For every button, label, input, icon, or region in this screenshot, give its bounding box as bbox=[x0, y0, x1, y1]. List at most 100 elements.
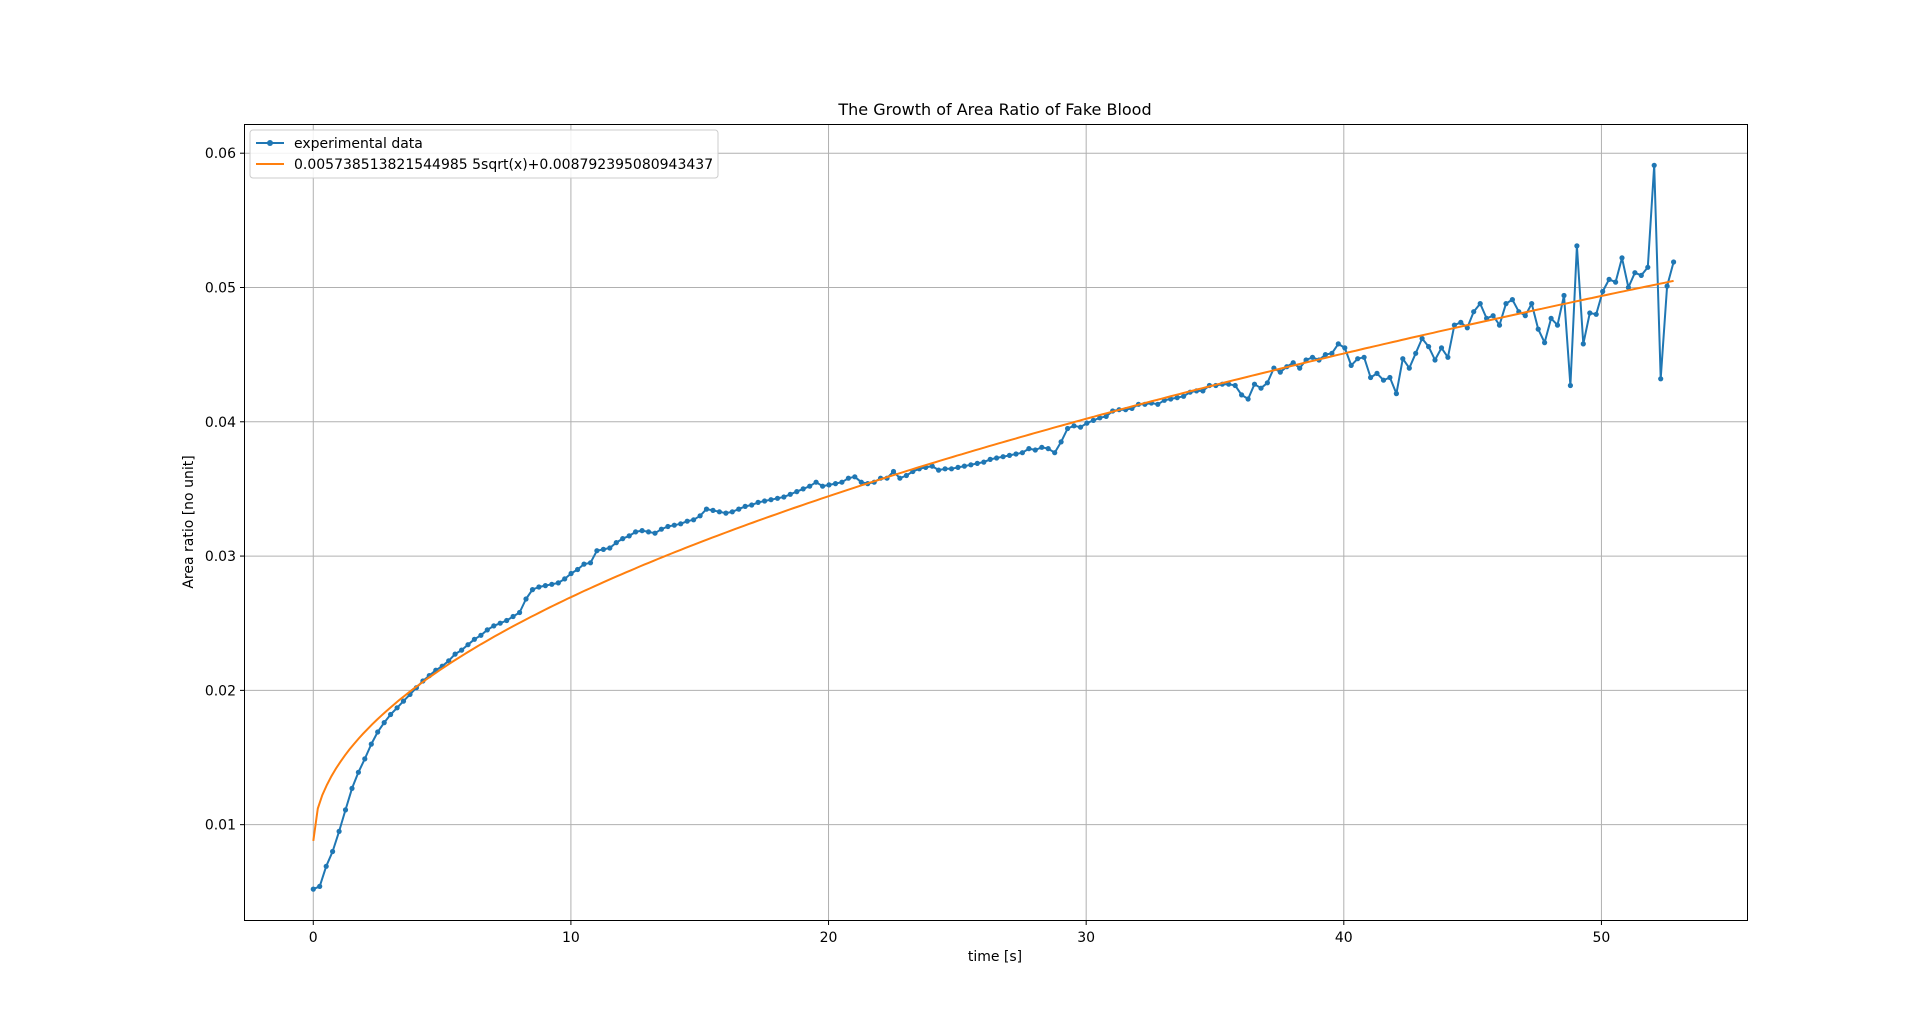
experimental-data-point bbox=[1342, 345, 1348, 351]
experimental-data-point bbox=[529, 587, 536, 593]
experimental-data-point bbox=[665, 523, 671, 530]
experimental-data-point bbox=[562, 576, 568, 582]
experimental-data-point bbox=[691, 517, 697, 523]
experimental-data-point bbox=[1065, 425, 1071, 432]
experimental-data-point bbox=[955, 464, 961, 470]
experimental-data-point bbox=[1658, 376, 1664, 382]
x-tick-label: 30 bbox=[1077, 930, 1095, 946]
experimental-data-point bbox=[1619, 255, 1625, 261]
experimental-data-point bbox=[1355, 356, 1361, 362]
experimental-data-point bbox=[362, 756, 368, 762]
experimental-data-point bbox=[1155, 401, 1161, 407]
experimental-data-point bbox=[459, 647, 465, 653]
experimental-data-point bbox=[994, 455, 1000, 461]
experimental-data-point bbox=[1174, 395, 1180, 401]
experimental-data-point bbox=[510, 613, 516, 620]
experimental-data-point bbox=[1529, 301, 1535, 307]
experimental-data-point bbox=[1232, 382, 1238, 389]
experimental-data-point bbox=[626, 533, 632, 539]
experimental-data-point bbox=[639, 528, 645, 534]
experimental-data-point bbox=[845, 475, 852, 481]
experimental-data-point bbox=[607, 545, 613, 551]
experimental-data-point bbox=[710, 507, 716, 513]
experimental-data-point bbox=[471, 636, 477, 642]
experimental-data-point bbox=[600, 546, 607, 553]
axis-ticks: 0 10 20 30 40 50 0.01 0.02 0.03 0.04 0.05 0.06 bbox=[205, 146, 1611, 946]
experimental-data-point bbox=[1490, 313, 1496, 319]
experimental-data-point bbox=[645, 529, 652, 535]
x-tick-label: 0 bbox=[309, 930, 318, 946]
experimental-data-point bbox=[1103, 413, 1109, 419]
experimental-data-point bbox=[355, 769, 361, 775]
experimental-data-point bbox=[981, 459, 987, 465]
experimental-data-point bbox=[1432, 357, 1438, 363]
experimental-data-point bbox=[1503, 301, 1509, 307]
experimental-data-point bbox=[381, 720, 387, 726]
experimental-data-point bbox=[1613, 279, 1619, 285]
experimental-data-point bbox=[671, 522, 677, 528]
experimental-data-point bbox=[1632, 270, 1638, 276]
experimental-data-point bbox=[613, 540, 619, 546]
experimental-data-point bbox=[1464, 325, 1470, 331]
experimental-data-point bbox=[858, 479, 864, 485]
experimental-data-point bbox=[1606, 276, 1612, 282]
experimental-data-point bbox=[890, 468, 897, 475]
experimental-data-point bbox=[1496, 322, 1503, 328]
experimental-data-point bbox=[549, 581, 555, 587]
experimental-data-point bbox=[400, 698, 407, 704]
experimental-data-point bbox=[1574, 243, 1580, 249]
experimental-data-point bbox=[368, 741, 374, 747]
x-tick-label: 40 bbox=[1335, 930, 1353, 946]
experimental-data-point bbox=[1077, 424, 1084, 430]
experimental-data-point bbox=[542, 583, 549, 589]
experimental-data-point bbox=[1309, 354, 1316, 360]
experimental-data-point bbox=[1580, 341, 1586, 347]
experimental-data-point bbox=[452, 651, 458, 657]
experimental-data-point bbox=[1361, 354, 1367, 360]
experimental-data-point bbox=[342, 807, 349, 813]
experimental-data-point bbox=[555, 580, 561, 586]
experimental-data-point bbox=[1329, 350, 1335, 356]
experimental-data-point bbox=[807, 483, 813, 489]
experimental-data-point bbox=[1400, 356, 1406, 362]
experimental-data-point bbox=[903, 472, 910, 479]
experimental-data-point bbox=[948, 466, 955, 472]
experimental-data-point bbox=[1264, 380, 1270, 386]
experimental-data-point bbox=[1600, 288, 1606, 295]
experimental-data-point bbox=[465, 642, 471, 648]
experimental-data-point bbox=[1090, 417, 1096, 423]
x-axis-label: time [s] bbox=[968, 949, 1022, 965]
experimental-data-point bbox=[1542, 340, 1548, 346]
experimental-data-point bbox=[1277, 369, 1283, 375]
experimental-data-point bbox=[1032, 447, 1038, 453]
experimental-data-point bbox=[1380, 377, 1387, 383]
experimental-data-point bbox=[826, 482, 832, 488]
experimental-data-point bbox=[484, 627, 490, 633]
experimental-data-point bbox=[1322, 352, 1328, 358]
y-tick-label: 0.01 bbox=[205, 818, 236, 834]
experimental-data-point bbox=[749, 502, 755, 508]
experimental-data-point bbox=[1168, 396, 1174, 402]
experimental-data-point bbox=[1335, 341, 1341, 347]
experimental-data-point bbox=[1200, 388, 1206, 394]
experimental-data-point bbox=[762, 498, 768, 504]
experimental-data-point bbox=[781, 494, 787, 500]
legend-label-experimental: experimental data bbox=[294, 136, 423, 152]
y-tick-label: 0.02 bbox=[205, 683, 236, 699]
experimental-data-point bbox=[1509, 297, 1515, 303]
experimental-data-point bbox=[1664, 283, 1670, 289]
y-tick-label: 0.03 bbox=[205, 549, 236, 565]
experimental-data-point bbox=[1426, 344, 1432, 350]
experimental-data-point bbox=[742, 503, 748, 509]
x-tick-label: 50 bbox=[1593, 930, 1611, 946]
experimental-data-point bbox=[1671, 259, 1677, 265]
experimental-data-point bbox=[1071, 423, 1077, 429]
experimental-data-point bbox=[1226, 381, 1232, 387]
experimental-data-point bbox=[587, 560, 594, 566]
legend-box bbox=[249, 129, 719, 179]
experimental-data-point bbox=[1026, 446, 1032, 452]
experimental-data-point bbox=[620, 536, 626, 542]
experimental-data-point bbox=[1058, 439, 1064, 445]
experimental-data-point bbox=[1561, 292, 1567, 299]
